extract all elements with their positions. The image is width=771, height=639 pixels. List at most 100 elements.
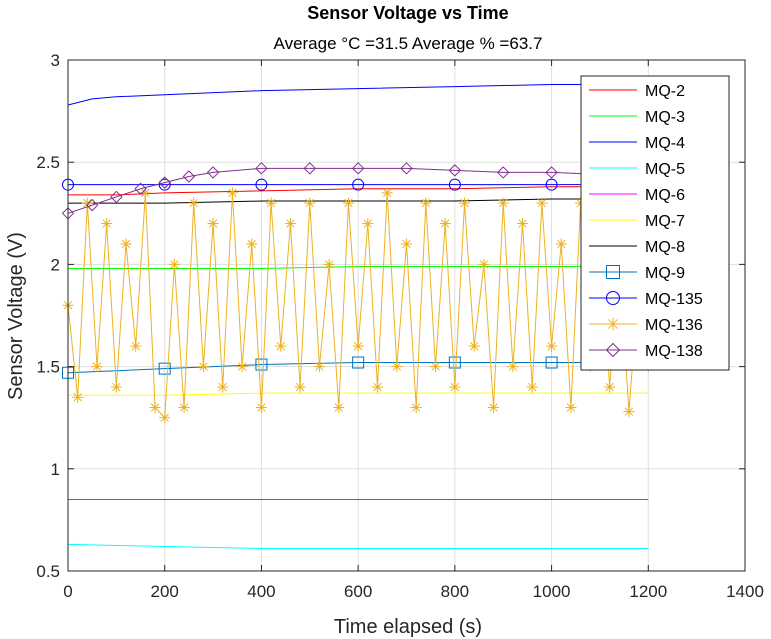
legend-label: MQ-2 [645,83,685,100]
legend-entry: MQ-9 [589,265,685,282]
data-point [110,381,122,393]
data-point [536,197,548,209]
data-point [323,258,335,270]
series-line [67,543,649,550]
legend-entry: MQ-7 [589,213,685,230]
legend-label: MQ-136 [645,317,703,334]
legend-entry: MQ-8 [589,239,685,256]
data-point [246,238,258,250]
legend-label: MQ-138 [645,343,703,360]
legend-marker [606,317,620,331]
chart-subtitle: Average °C =31.5 Average % =63.7 [274,34,543,53]
data-point [255,162,268,175]
data-point [284,218,296,230]
data-point [236,361,248,373]
data-point [85,198,99,212]
x-tick-label: 400 [247,582,275,601]
data-point [478,258,490,270]
data-point [546,340,558,352]
series-mq-8 [68,198,649,204]
data-point [623,406,635,418]
series-mq-136 [62,187,654,424]
data-point [448,164,462,177]
y-tick-label: 2 [51,255,60,274]
legend-entry: MQ-6 [589,187,685,204]
series-line [67,167,649,214]
series-line [68,198,649,204]
series-mq-3 [68,265,649,269]
data-point [255,401,267,413]
data-point [545,356,558,369]
x-tick-label: 1000 [533,582,571,601]
data-point [371,381,383,393]
data-point [265,197,277,209]
legend-entry: MQ-2 [589,83,685,100]
data-point [410,401,422,413]
data-point [352,340,364,352]
data-point [430,361,442,373]
data-point [545,178,558,191]
data-point [497,166,510,179]
data-point [120,238,132,250]
legend-label: MQ-4 [645,135,685,152]
legend-label: MQ-6 [645,187,685,204]
data-point [468,340,480,352]
data-point [526,381,538,393]
y-tick-label: 3 [51,51,60,70]
data-point [333,401,345,413]
data-point [497,197,509,209]
legend-entry: MQ-3 [589,109,685,126]
data-point [342,197,354,209]
chart-title: Sensor Voltage vs Time [307,3,508,23]
data-point [352,178,365,191]
y-tick-label: 1 [51,460,60,479]
data-point [391,361,403,373]
x-tick-label: 800 [441,582,469,601]
series-mq-5 [67,543,649,550]
data-point [449,381,461,393]
data-point [207,218,219,230]
legend-entry: MQ-4 [589,135,685,152]
data-point [158,176,171,189]
y-axis-label: Sensor Voltage (V) [5,232,27,400]
legend-label: MQ-9 [645,265,685,282]
y-tick-label: 2.5 [36,153,60,172]
x-axis-label: Time elapsed (s) [334,616,482,638]
legend-marker [606,265,620,279]
data-point [352,356,365,369]
series-mq-7 [68,392,649,396]
data-point [182,170,196,183]
data-point [351,162,365,175]
data-point [400,162,413,175]
data-point [101,218,113,230]
data-point [294,381,306,393]
data-point [448,356,461,369]
legend-label: MQ-3 [645,109,685,126]
plot-frame [67,59,746,572]
data-point [159,412,171,424]
data-point [545,166,558,179]
legend-label: MQ-7 [645,213,685,230]
legend-entry: MQ-138 [589,342,703,360]
data-point [313,361,325,373]
data-point [439,218,451,230]
data-point [517,218,529,230]
data-point [168,258,180,270]
data-point [206,166,220,179]
data-point [459,197,471,209]
data-point [304,197,316,209]
data-point [401,238,412,250]
data-point [362,218,374,230]
series-mq-4 [67,84,649,106]
data-point [507,361,519,373]
data-point [91,361,103,373]
legend-label: MQ-5 [645,161,685,178]
series-line [68,392,649,396]
data-point [188,197,200,209]
data-point [226,187,238,199]
data-point [255,358,268,371]
data-point [604,381,616,393]
legend-entry: MQ-136 [589,317,703,334]
data-point [134,182,147,195]
